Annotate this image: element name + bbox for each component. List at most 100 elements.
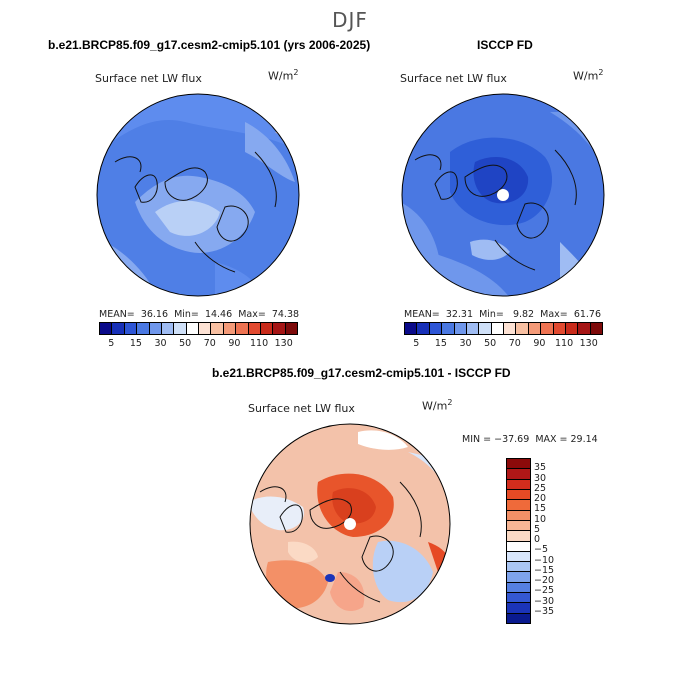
diff-colorbar-swatch: [507, 479, 530, 490]
model-colorbar: [99, 322, 298, 335]
diff-colorbar-swatch: [507, 603, 530, 614]
diff-colorbar-label: −25: [534, 585, 555, 597]
model-colorbar-swatch: [248, 323, 261, 334]
obs-units: W/m2: [573, 68, 604, 83]
model-colorbar-ticks: 5 15 30 50 70 90 110 130: [99, 338, 296, 350]
diff-colorbar-label: −15: [534, 564, 555, 576]
diff-units: W/m2: [422, 398, 453, 413]
diff-colorbar-label: −20: [534, 575, 555, 586]
obs-colorbar-swatch: [528, 323, 542, 334]
obs-colorbar-swatch: [405, 323, 418, 334]
obs-colorbar-swatch: [541, 323, 554, 334]
model-colorbar-swatch: [260, 323, 274, 334]
diff-field-label: Surface net LW flux: [248, 402, 355, 415]
model-stats: MEAN= 36.16 Min= 14.46 Max= 74.38: [99, 309, 300, 320]
diff-polar-map: [249, 423, 451, 625]
obs-field-label: Surface net LW flux: [400, 72, 507, 85]
diff-colorbar-swatch: [507, 551, 530, 563]
diff-colorbar-swatch: [507, 531, 530, 542]
obs-stats: MEAN= 32.31 Min= 9.82 Max= 61.76: [404, 309, 602, 320]
diff-colorbar-label: −30: [534, 595, 555, 607]
diff-colorbar: [506, 458, 531, 624]
obs-colorbar-tick: 110: [554, 338, 574, 349]
obs-colorbar: [404, 322, 603, 335]
model-panel-header: b.e21.BRCP85.f09_g17.cesm2-cmip5.101 (yr…: [48, 38, 371, 52]
obs-pole-hole: [497, 189, 509, 201]
model-colorbar-swatch: [174, 323, 187, 334]
obs-colorbar-swatch: [429, 323, 443, 334]
season-title: DJF: [332, 8, 368, 32]
diff-colorbar-label: −10: [534, 554, 555, 566]
obs-colorbar-swatch: [417, 323, 430, 334]
model-colorbar-swatch: [223, 323, 237, 334]
obs-polar-map: [401, 93, 605, 297]
diff-colorbar-swatch: [507, 500, 530, 511]
diff-colorbar-swatch: [507, 593, 530, 604]
model-colorbar-swatch: [211, 323, 224, 334]
obs-colorbar-swatch: [516, 323, 529, 334]
diff-pole-hole: [344, 518, 356, 530]
model-units: W/m2: [268, 68, 299, 83]
diff-colorbar-label: 25: [534, 482, 547, 494]
obs-colorbar-swatch: [590, 323, 602, 334]
obs-colorbar-tick: 90: [533, 338, 546, 349]
diff-minmax: MIN = −37.69 MAX = 29.14: [462, 434, 598, 445]
model-colorbar-tick: 50: [179, 338, 192, 349]
diff-colorbar-swatch: [507, 489, 530, 501]
diff-panel-header: b.e21.BRCP85.f09_g17.cesm2-cmip5.101 - I…: [212, 366, 511, 380]
diff-colorbar-swatch: [507, 582, 530, 594]
diff-colorbar-label: −5: [534, 544, 549, 556]
model-colorbar-swatch: [149, 323, 162, 334]
model-colorbar-tick: 70: [203, 338, 216, 349]
model-colorbar-swatch: [137, 323, 150, 334]
obs-colorbar-tick: 130: [579, 338, 598, 349]
diff-colorbar-label: 0: [534, 534, 541, 545]
diff-colorbar-label: 20: [534, 493, 547, 504]
model-field-label: Surface net LW flux: [95, 72, 202, 85]
obs-colorbar-swatch: [578, 323, 591, 334]
diff-colorbar-swatch: [507, 562, 530, 573]
diff-colorbar-label: 35: [534, 462, 547, 474]
obs-colorbar-tick: 5: [413, 338, 420, 349]
model-colorbar-swatch: [112, 323, 125, 334]
model-colorbar-swatch: [124, 323, 138, 334]
obs-colorbar-swatch: [491, 323, 504, 334]
obs-colorbar-swatch: [504, 323, 517, 334]
diff-colorbar-swatch: [507, 469, 530, 480]
model-colorbar-tick: 90: [228, 338, 241, 349]
diff-colorbar-label: 10: [534, 513, 547, 525]
obs-colorbar-tick: 70: [508, 338, 521, 349]
diff-colorbar-label: 15: [534, 503, 547, 515]
diff-colorbar-swatch: [507, 459, 530, 470]
obs-colorbar-swatch: [479, 323, 492, 334]
model-colorbar-tick: 110: [249, 338, 269, 349]
obs-colorbar-swatch: [565, 323, 579, 334]
model-colorbar-swatch: [236, 323, 249, 334]
model-colorbar-swatch: [285, 323, 297, 334]
model-colorbar-tick: 130: [274, 338, 293, 349]
diff-colorbar-swatch: [507, 520, 530, 532]
model-polar-map: [96, 93, 300, 297]
model-colorbar-swatch: [161, 323, 175, 334]
obs-colorbar-swatch: [466, 323, 480, 334]
obs-colorbar-tick: 50: [484, 338, 497, 349]
obs-colorbar-tick: 30: [459, 338, 472, 349]
obs-colorbar-swatch: [442, 323, 455, 334]
diff-colorbar-labels: 35 30 25 20 15 10 5 0 −5 −10 −15 −20 −25 −30 −35: [534, 458, 574, 622]
model-colorbar-swatch: [100, 323, 113, 334]
model-colorbar-swatch: [199, 323, 212, 334]
obs-colorbar-swatch: [454, 323, 467, 334]
diff-colorbar-label: 30: [534, 472, 547, 484]
model-colorbar-swatch: [273, 323, 286, 334]
model-colorbar-tick: 15: [129, 338, 142, 349]
obs-panel-header: ISCCP FD: [477, 38, 533, 52]
diff-colorbar-label: −35: [534, 605, 555, 617]
obs-colorbar-tick: 15: [434, 338, 447, 349]
diff-colorbar-swatch: [507, 541, 530, 552]
model-colorbar-swatch: [186, 323, 199, 334]
obs-colorbar-ticks: 5 15 30 50 70 90 110 130: [404, 338, 601, 350]
diff-colorbar-swatch: [507, 613, 530, 623]
diff-colorbar-label: 5: [534, 523, 541, 535]
obs-colorbar-swatch: [553, 323, 566, 334]
model-colorbar-tick: 30: [154, 338, 167, 349]
